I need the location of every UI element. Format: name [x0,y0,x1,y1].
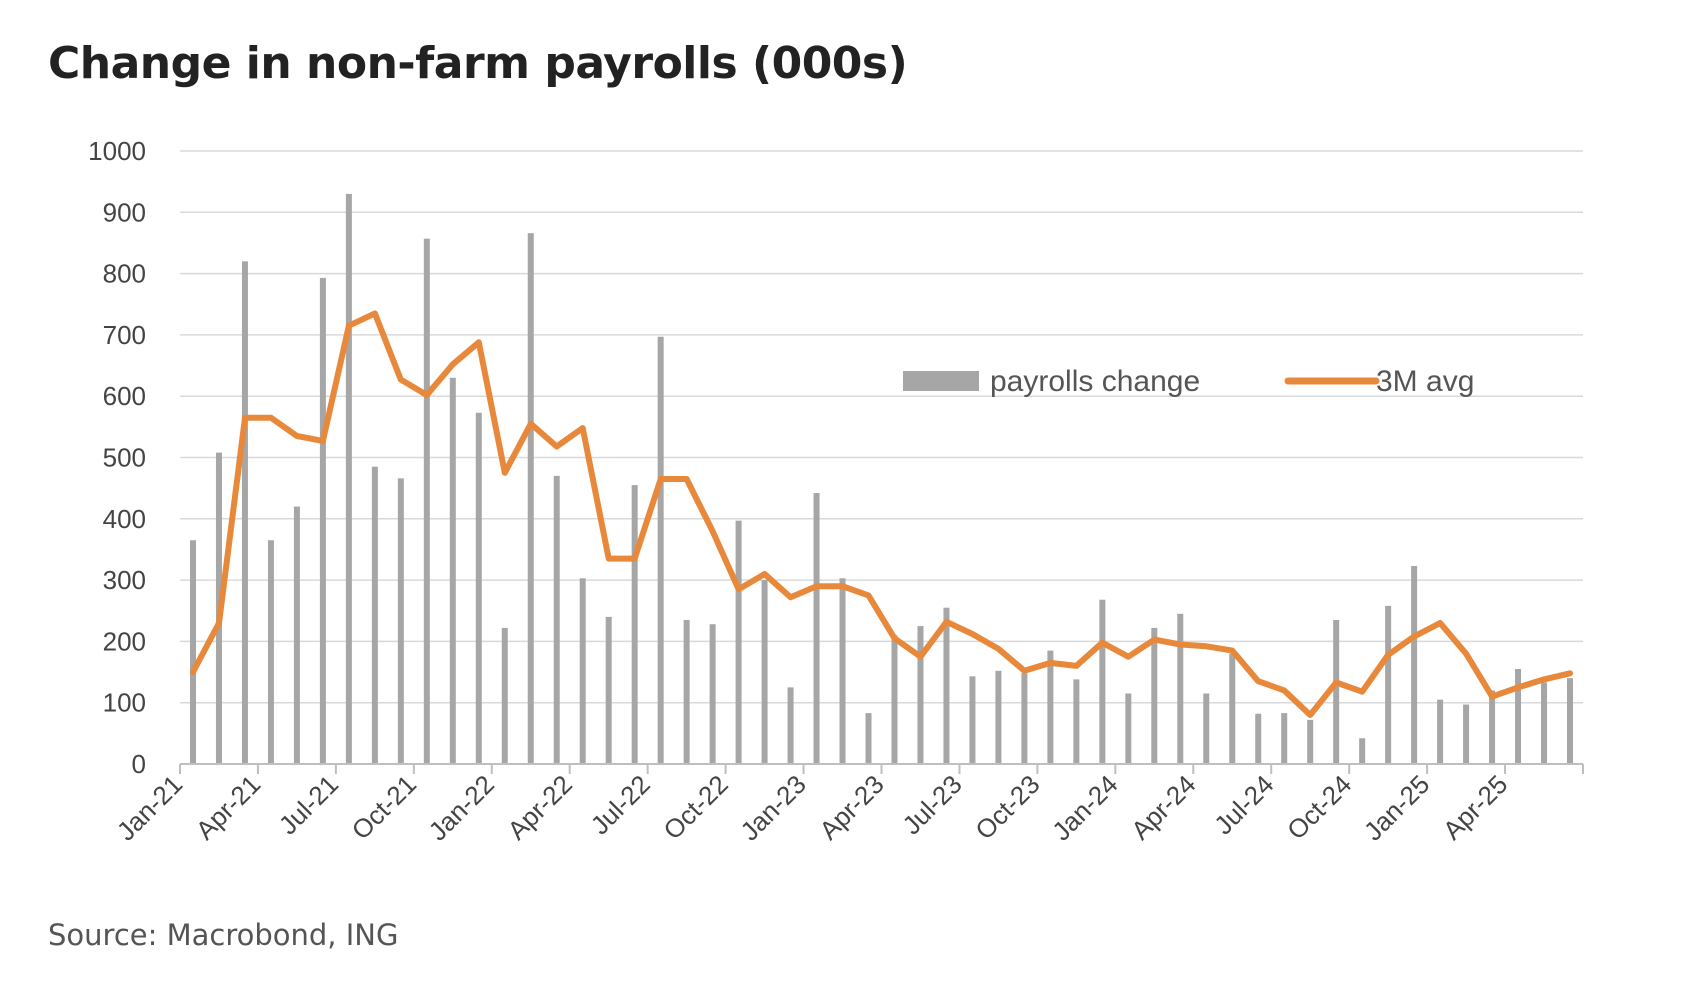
bar-Apr-22 [579,578,586,764]
bar-Aug-24 [1307,719,1314,764]
bar-Apr-21 [267,540,274,764]
bar-Sep-22 [709,624,716,764]
chart-title: Change in non-farm payrolls (000s) [48,38,908,89]
source-note: Source: Macrobond, ING [48,918,399,952]
bar-Sep-21 [397,478,404,764]
x-tick-label: Apr-23 [813,769,889,845]
x-tick-label: Oct-23 [969,769,1045,845]
bar-Jul-23 [969,676,976,764]
x-tick-label: Jan-25 [1358,769,1435,846]
x-tick-label: Jan-22 [423,769,500,846]
bar-Nov-21 [449,377,456,764]
bar-Mar-22 [553,475,560,764]
bar-Jul-22 [657,336,664,764]
bar-Jan-23 [813,493,820,764]
bar-Dec-22 [787,687,794,764]
bar-Jun-25 [1567,678,1574,764]
bar-Jun-22 [631,485,638,764]
y-tick-label: 900 [103,197,146,227]
bar-Jan-22 [501,627,508,764]
bar-Dec-21 [475,412,482,764]
y-tick-label: 400 [103,504,146,534]
y-tick-label: 1000 [88,136,146,166]
x-tick-label: Jul-21 [273,769,344,840]
bar-Jan-21 [189,540,196,764]
line-3m-avg [190,310,1573,718]
y-tick-label: 100 [103,688,146,718]
avg-line-series [190,310,1573,718]
bar-Feb-23 [839,578,846,764]
bar-Nov-22 [761,580,768,764]
bar-Aug-23 [995,670,1002,764]
gridlines [180,150,1583,704]
x-tick-label: Apr-25 [1437,769,1513,845]
bar-Jan-25 [1437,699,1444,764]
bar-Mar-24 [1177,613,1184,764]
bar-Nov-24 [1385,605,1392,764]
bar-Oct-24 [1359,738,1366,764]
x-tick-label: Apr-21 [190,769,266,845]
bar-Jun-24 [1255,713,1262,764]
y-tick-label: 500 [103,443,146,473]
bar-Feb-22 [527,233,534,765]
y-tick-label: 0 [132,749,146,779]
bar-Jan-24 [1125,693,1132,764]
legend-swatch-payrolls [903,371,979,391]
x-tick-label: Jul-23 [896,769,967,840]
bar-May-22 [605,616,612,764]
bar-Oct-22 [735,520,742,764]
bar-Dec-23 [1099,599,1106,764]
bar-series [189,193,1574,765]
bar-Sep-23 [1021,673,1028,764]
bar-Mar-25 [1489,690,1496,764]
y-tick-label: 800 [103,259,146,289]
bar-Oct-23 [1047,650,1054,764]
bar-Apr-24 [1203,693,1210,764]
x-tick-label: Jan-23 [734,769,811,846]
bar-Dec-24 [1411,566,1418,764]
x-tick-label: Oct-21 [346,769,422,845]
bar-Oct-21 [423,238,430,764]
bar-Feb-25 [1463,704,1470,764]
bar-Aug-22 [683,619,690,764]
bar-May-25 [1541,682,1548,764]
y-axis: 0 100 200 300 400 500 600 700 800 900 1000 [88,136,146,779]
x-tick-label: Apr-24 [1125,769,1201,845]
bar-Nov-23 [1073,679,1080,764]
bar-Mar-23 [865,713,872,764]
x-tick-label: Jan-24 [1046,769,1123,846]
legend: payrolls change 3M avg [903,365,1474,398]
x-tick-label: Oct-24 [1281,769,1357,845]
legend-label-payrolls: payrolls change [990,365,1200,398]
x-axis: Jan-21 Apr-21 Jul-21 Oct-21 Jan-22 Apr-22 Jul-… [111,763,1584,846]
bar-Feb-24 [1151,627,1158,764]
x-tick-label: Jul-24 [1208,769,1279,840]
x-tick-label: Oct-22 [657,769,733,845]
bar-Sep-24 [1333,619,1340,764]
bar-May-23 [917,626,924,764]
bar-Apr-23 [891,635,898,764]
y-tick-label: 700 [103,320,146,350]
x-tick-label: Jan-21 [111,769,188,846]
bar-Jun-21 [319,277,326,764]
bar-May-21 [293,506,300,764]
bar-Jun-23 [943,607,950,764]
legend-label-3m-avg: 3M avg [1376,365,1474,398]
bar-Jul-21 [345,193,352,764]
x-tick-label: Jul-22 [585,769,656,840]
y-tick-label: 300 [103,565,146,595]
y-tick-label: 200 [103,626,146,656]
bar-Aug-21 [371,466,378,764]
bar-Jul-24 [1281,713,1288,764]
bar-May-24 [1229,653,1236,764]
y-tick-label: 600 [103,381,146,411]
bar-Apr-25 [1515,668,1522,764]
bar-Mar-21 [241,261,248,764]
x-tick-label: Apr-22 [502,769,578,845]
